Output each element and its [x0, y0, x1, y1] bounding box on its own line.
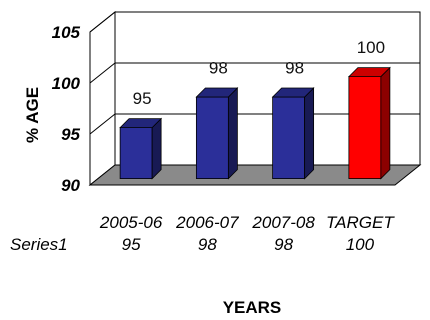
data-label: 98 — [209, 58, 228, 77]
bar-top — [119, 118, 163, 128]
data-label: 98 — [285, 58, 304, 77]
gridline-side — [89, 62, 116, 84]
bar-side — [227, 87, 238, 180]
bar-top — [271, 87, 315, 98]
side-wall — [89, 10, 116, 187]
bar-side — [304, 87, 315, 180]
bar-top — [347, 67, 391, 77]
chart-bars — [119, 66, 391, 180]
floor — [88, 164, 422, 186]
gridline-side — [89, 11, 116, 33]
y-tick-label: 100 — [52, 74, 81, 93]
data-table-row: 95 98 98 100 Series1 — [10, 235, 375, 254]
y-axis-tick-labels: 90 95 100 105 — [52, 23, 81, 195]
category-label: 2006-07 — [175, 213, 239, 232]
data-label: 95 — [133, 89, 152, 108]
bar — [347, 66, 391, 180]
y-tick-label: 105 — [52, 23, 81, 42]
bar — [119, 117, 163, 180]
bar-front — [119, 127, 153, 179]
bar — [195, 87, 239, 180]
category-labels: 2005-06 2006-07 2007-08 TARGET — [99, 213, 395, 232]
bar — [271, 87, 315, 180]
category-label: 2007-08 — [251, 213, 315, 232]
y-tick-label: 90 — [61, 176, 80, 195]
bar-front — [195, 96, 229, 179]
gridline-side — [89, 113, 116, 135]
x-axis-title: YEARS — [223, 298, 282, 317]
y-axis-title: % AGE — [23, 87, 42, 143]
table-value: 98 — [274, 235, 293, 254]
bar-front — [348, 76, 382, 179]
bar-top — [195, 87, 239, 98]
category-label: 2005-06 — [99, 213, 163, 232]
data-labels: 95 98 98 100 — [133, 38, 385, 108]
bar-side — [380, 66, 391, 180]
series-name: Series1 — [10, 235, 68, 254]
category-label: TARGET — [326, 213, 395, 232]
data-label: 100 — [357, 38, 385, 57]
bar-front — [272, 96, 306, 179]
table-value: 95 — [122, 235, 141, 254]
bar-side — [151, 117, 162, 180]
table-value: 98 — [198, 235, 217, 254]
table-value: 100 — [346, 235, 375, 254]
y-tick-label: 95 — [61, 125, 80, 144]
